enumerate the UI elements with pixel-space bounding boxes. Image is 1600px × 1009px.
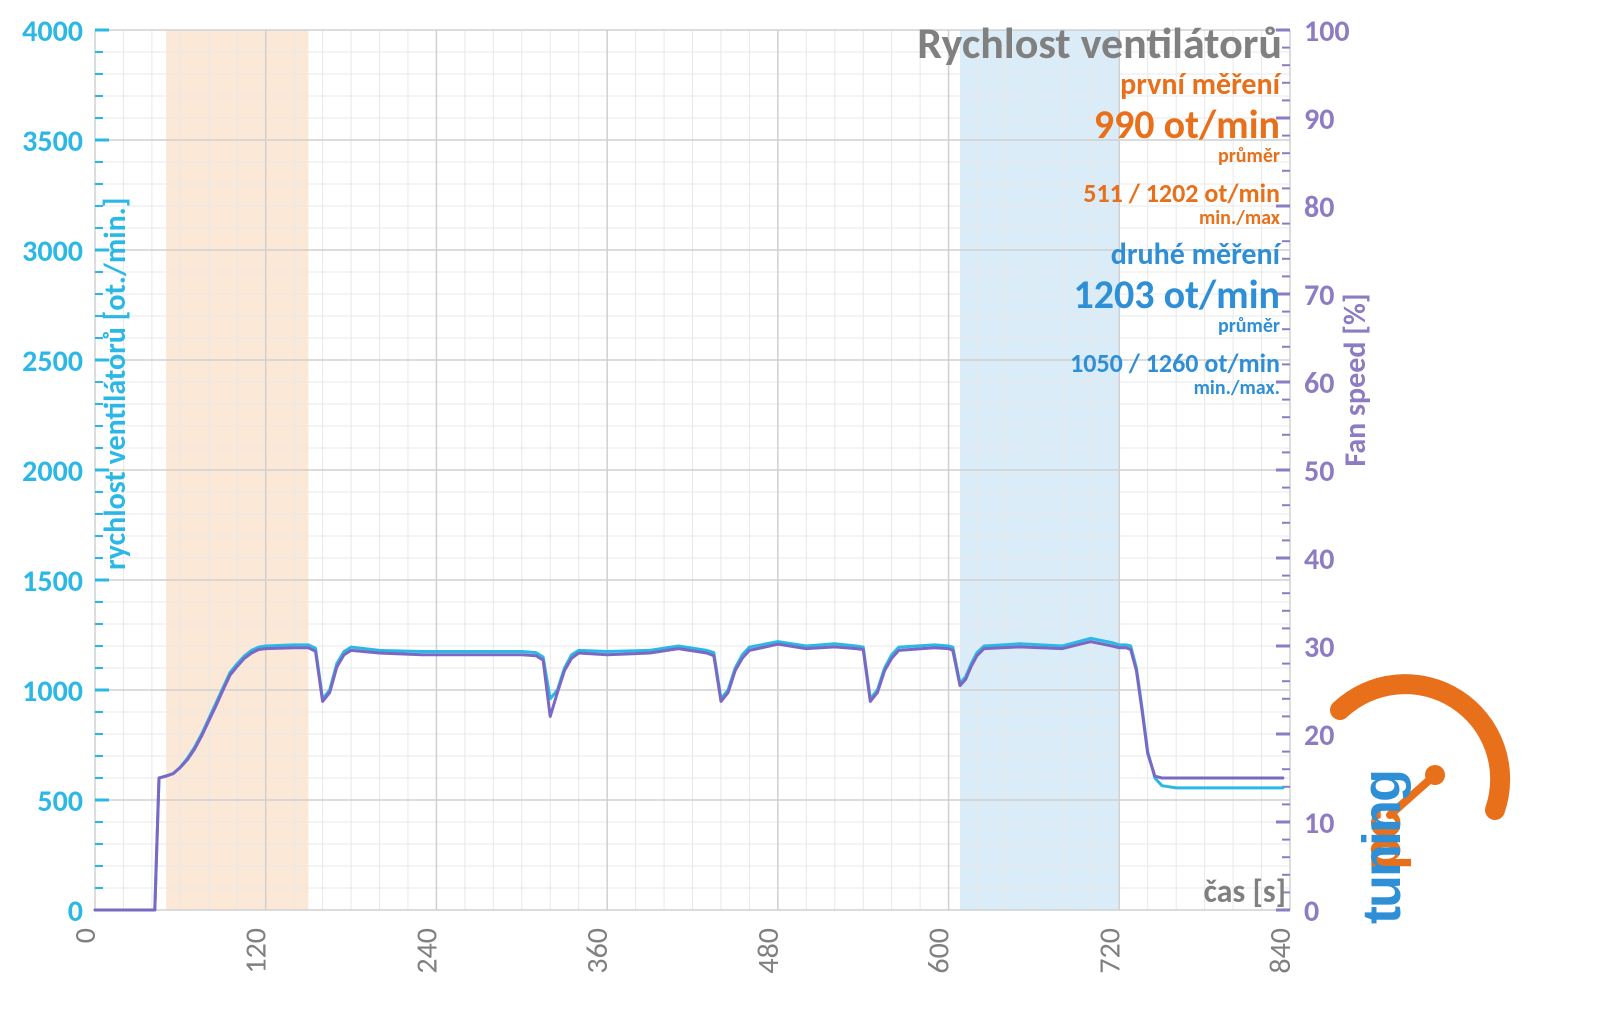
y-right-tick-label: 70 bbox=[1304, 277, 1334, 314]
y-left-tick-label: 1500 bbox=[22, 563, 83, 600]
x-tick-label: 840 bbox=[1262, 928, 1299, 974]
y-left-tick-label: 2500 bbox=[22, 343, 83, 380]
y-right-tick-label: 100 bbox=[1304, 13, 1350, 50]
y-left-tick-label: 4000 bbox=[22, 13, 83, 50]
x-tick-label: 600 bbox=[921, 928, 958, 974]
annot-second-range-label: min./max. bbox=[1194, 376, 1280, 400]
y-right-tick-label: 60 bbox=[1304, 365, 1334, 402]
x-axis-label: čas [s] bbox=[1203, 872, 1286, 911]
annot-second-avg-label: průměr bbox=[1218, 314, 1280, 338]
y-right-tick-label: 80 bbox=[1304, 189, 1334, 226]
y-right-tick-label: 10 bbox=[1304, 805, 1334, 842]
chart-title: Rychlost ventilátorů bbox=[917, 16, 1282, 70]
annot-first-range-label: min./max bbox=[1199, 206, 1281, 230]
x-tick-label: 0 bbox=[67, 928, 104, 943]
y-right-tick-label: 30 bbox=[1304, 629, 1334, 666]
annot-second-range: 1050 / 1260 ot/min bbox=[1070, 347, 1280, 379]
y-left-axis-label: rychlost ventilátorů [ot./min.] bbox=[97, 198, 134, 570]
y-right-tick-label: 0 bbox=[1304, 893, 1319, 930]
annot-first-avg-label: průměr bbox=[1218, 144, 1280, 168]
x-tick-label: 360 bbox=[579, 928, 616, 974]
y-right-tick-label: 20 bbox=[1304, 717, 1334, 754]
x-tick-label: 720 bbox=[1091, 928, 1128, 974]
y-left-tick-label: 3000 bbox=[22, 233, 83, 270]
y-left-tick-label: 3500 bbox=[22, 123, 83, 160]
x-tick-label: 240 bbox=[408, 928, 445, 974]
y-left-tick-label: 2000 bbox=[22, 453, 83, 490]
x-tick-label: 120 bbox=[238, 928, 275, 974]
y-left-tick-label: 1000 bbox=[22, 673, 83, 710]
y-right-tick-label: 50 bbox=[1304, 453, 1334, 490]
annot-first-heading: první měření bbox=[1120, 66, 1282, 103]
x-tick-label: 480 bbox=[750, 928, 787, 974]
annot-second-value: 1203 ot/min bbox=[1073, 270, 1280, 319]
grid bbox=[95, 30, 1290, 910]
y-right-tick-label: 40 bbox=[1304, 541, 1334, 578]
annot-first-range: 511 / 1202 ot/min bbox=[1083, 177, 1280, 209]
y-right-axis-label: Fan speed [%] bbox=[1337, 293, 1374, 466]
annot-second-heading: druhé měření bbox=[1111, 236, 1282, 273]
watermark-text2: tuning bbox=[1352, 771, 1412, 924]
y-left-tick-label: 500 bbox=[37, 783, 83, 820]
y-left-tick-label: 0 bbox=[68, 893, 83, 930]
y-right-tick-label: 90 bbox=[1304, 101, 1334, 138]
chart-container: 0500100015002000250030003500400001020304… bbox=[0, 0, 1600, 1009]
annot-first-value: 990 ot/min bbox=[1094, 100, 1280, 149]
